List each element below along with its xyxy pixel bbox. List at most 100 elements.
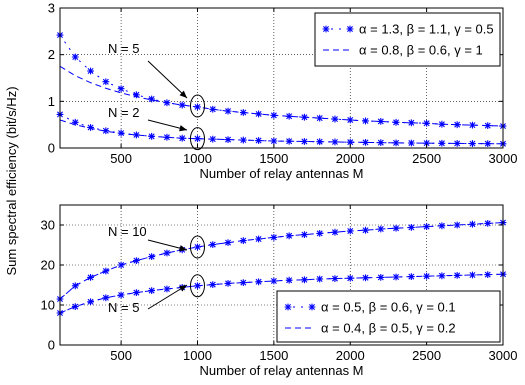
data-point — [178, 101, 186, 109]
data-point — [469, 271, 476, 279]
data-point — [87, 274, 94, 281]
legend-star-marker — [346, 25, 354, 33]
annotation-ellipse — [189, 235, 205, 259]
x-axis-label: Number of relay antennas M — [199, 363, 363, 378]
data-point — [362, 274, 369, 282]
data-point — [346, 116, 354, 124]
x-tick-label: 2500 — [412, 151, 441, 166]
data-point — [377, 118, 385, 125]
data-point — [102, 78, 110, 86]
series-line — [59, 119, 504, 145]
legend-box — [276, 290, 501, 343]
y-tick-label: 1 — [48, 94, 55, 109]
data-point — [148, 95, 156, 103]
data-point — [132, 257, 140, 264]
data-point — [163, 133, 171, 141]
annotation-label: N = 5 — [108, 300, 139, 315]
data-point — [362, 139, 369, 146]
x-tick-label: 1000 — [183, 348, 212, 363]
legend-star-marker — [284, 303, 292, 311]
chart-panel-1: 500 1000 1500 2000 2500 3000 0 1 2 3 Number of rel… — [48, 1, 518, 182]
data-point — [285, 112, 293, 120]
x-tick-label: 1000 — [183, 151, 212, 166]
series-line — [59, 273, 504, 314]
data-point — [392, 273, 400, 281]
data-point — [71, 118, 79, 126]
annotation-arrow-head — [179, 285, 187, 292]
data-point — [224, 239, 232, 246]
legend: α = 0.5, β = 0.6, γ = 0.1 α = 0.4, β = 0.… — [276, 290, 501, 343]
data-point — [453, 140, 461, 147]
x-tick-label: 1500 — [259, 348, 288, 363]
legend-star-marker — [308, 303, 316, 311]
data-point — [71, 303, 79, 310]
x-tick-label: 3000 — [489, 348, 518, 363]
y-tick-label: 20 — [41, 258, 55, 273]
data-point — [453, 221, 461, 229]
data-point — [194, 243, 201, 251]
y-tick-label: 2 — [48, 47, 55, 62]
annotation-arrow-line — [147, 60, 188, 99]
x-tick-label: 2000 — [336, 151, 365, 166]
data-point — [423, 223, 431, 230]
series-4 — [59, 119, 504, 145]
data-point — [209, 281, 217, 288]
annotation-ellipse — [189, 274, 205, 298]
data-point — [423, 139, 431, 147]
data-point — [407, 119, 415, 127]
x-tick-label: 1500 — [259, 151, 288, 166]
annotation-label: N = 10 — [108, 224, 147, 239]
data-point — [71, 53, 79, 61]
series-2 — [59, 65, 504, 127]
legend-label: α = 1.3, β = 1.1, γ = 0.5 — [359, 22, 494, 37]
x-tick-label: 500 — [110, 348, 132, 363]
y-tick-label: 3 — [48, 1, 55, 16]
annotation-ellipse — [189, 127, 205, 151]
data-point — [117, 85, 125, 93]
x-axis-label: Number of relay antennas M — [199, 166, 363, 181]
series-line — [59, 222, 504, 300]
data-point — [484, 140, 492, 148]
annotation-label: N = 5 — [108, 41, 139, 56]
annotation-arrow-head — [179, 245, 187, 252]
y-tick-label: 30 — [41, 218, 55, 233]
annotation-label: N = 2 — [108, 105, 139, 120]
data-point — [270, 277, 278, 285]
shared-y-axis-label: Sum spectral efficiency (bit/s/Hz) — [4, 86, 19, 275]
data-point — [331, 275, 339, 282]
data-point — [255, 110, 262, 118]
data-point — [438, 120, 446, 128]
data-point — [87, 67, 94, 75]
legend-label: α = 0.8, β = 0.6, γ = 1 — [359, 43, 483, 58]
x-tick-label: 2000 — [336, 348, 365, 363]
chart-panel-2: 500 1000 1500 2000 2500 3000 0 10 20 30 Number of … — [41, 204, 518, 378]
x-tick-label: 3000 — [489, 151, 518, 166]
data-point — [132, 131, 140, 139]
y-tick-label: 0 — [48, 338, 55, 353]
x-tick-label: 2500 — [412, 348, 441, 363]
data-point — [132, 91, 140, 99]
axes-frame — [59, 7, 504, 149]
data-point — [316, 114, 324, 122]
series-2 — [59, 222, 504, 300]
data-point — [392, 224, 400, 232]
legend-box — [314, 12, 501, 67]
data-point — [301, 138, 308, 145]
data-point — [224, 136, 232, 143]
series-line — [59, 34, 504, 127]
annotation-ellipse — [189, 94, 205, 118]
legend-label: α = 0.4, β = 0.5, γ = 0.2 — [321, 321, 456, 336]
data-point — [392, 139, 400, 147]
data-point — [362, 226, 369, 234]
data-point — [102, 294, 110, 302]
data-point — [132, 289, 140, 296]
data-point — [301, 231, 308, 238]
annotation-arrow-line — [147, 284, 188, 310]
annotation-arrow-head — [179, 90, 187, 98]
x-tick-label: 500 — [110, 151, 132, 166]
y-tick-label: 10 — [41, 298, 55, 313]
legend: α = 1.3, β = 1.1, γ = 0.5 α = 0.8, β = 0.… — [314, 12, 501, 67]
data-point — [270, 234, 278, 241]
data-point — [301, 276, 308, 284]
